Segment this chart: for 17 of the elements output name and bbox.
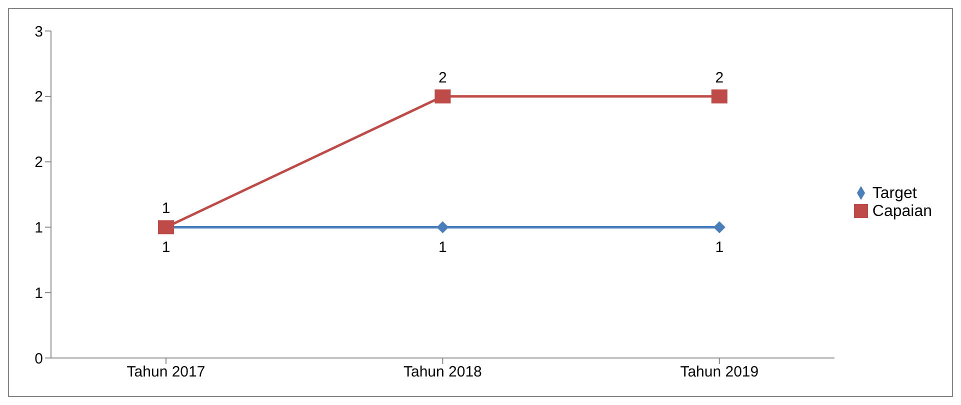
data-label: 1 [715, 238, 724, 256]
x-tick-label: Tahun 2017 [126, 364, 206, 381]
data-label: 1 [162, 200, 170, 218]
legend-label: Target [872, 184, 917, 202]
y-tick-label: 3 [34, 23, 43, 40]
y-tick-label: 1 [34, 220, 43, 237]
data-label: 1 [162, 238, 170, 256]
x-tick-label: Tahun 2019 [680, 364, 759, 381]
y-tick-label: 0 [34, 350, 43, 368]
y-tick-label: 2 [34, 154, 43, 172]
legend-label: Capaian [872, 202, 932, 220]
data-label: 1 [438, 238, 447, 256]
y-tick-label: 1 [34, 284, 43, 302]
x-tick-label: Tahun 2018 [403, 364, 482, 381]
data-label: 2 [438, 69, 447, 86]
y-tick-label: 2 [34, 88, 43, 106]
data-label: 2 [715, 69, 724, 86]
